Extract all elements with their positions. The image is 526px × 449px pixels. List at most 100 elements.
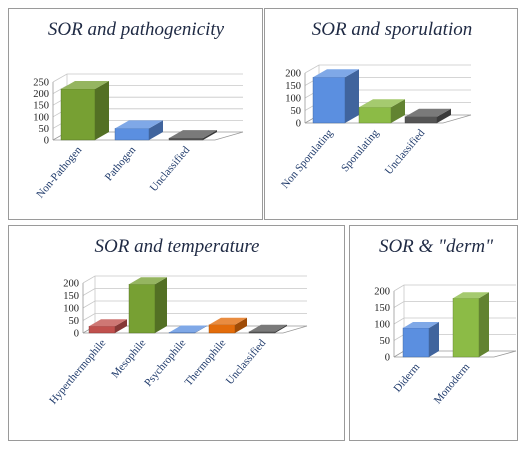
bar-side-pathogenicity-0	[95, 80, 109, 140]
bar-front-temperature-0	[88, 326, 116, 334]
bar-top-derm-1	[453, 292, 489, 299]
bar-top-sporulation-1	[359, 99, 405, 108]
y-tick-temperature-0: 0	[74, 329, 79, 340]
chart-svg-derm: SOR & "derm" 0 50 100 150 200 Diderm Monoderm	[374, 236, 517, 406]
chart-panel-pathogenicity: SOR and pathogenicity 0 50 100 150 200 250 Non-…	[8, 8, 263, 220]
bar-pathogenicity-1	[114, 120, 163, 141]
y-tick-temperature-4: 200	[63, 279, 79, 290]
category-label-pathogenicity-1: Pathogen	[103, 144, 139, 183]
bar-temperature-4	[248, 324, 287, 334]
chart-panel-derm: SOR & "derm" 0 50 100 150 200 Diderm Monoderm	[349, 225, 518, 441]
y-tick-sporulation-3: 150	[285, 81, 301, 92]
bar-front-pathogenicity-1	[114, 128, 150, 141]
y-tick-derm-4: 200	[374, 287, 390, 298]
bar-temperature-3	[208, 317, 247, 334]
y-tick-sporulation-1: 50	[291, 106, 302, 117]
bar-front-derm-1	[452, 298, 480, 358]
chart-panel-temperature: SOR and temperature 0 50 100 150 200 Hyperther…	[8, 225, 345, 441]
bar-front-sporulation-0	[312, 77, 346, 124]
bar-front-sporulation-2	[404, 116, 438, 124]
gridline-temperature-3	[82, 288, 307, 296]
category-label-sporulation-2: Unclassified	[383, 127, 428, 177]
y-tick-sporulation-2: 100	[285, 94, 301, 105]
category-label-sporulation-0: Non Sporulating	[279, 127, 335, 191]
y-tick-temperature-3: 150	[63, 291, 79, 302]
bar-top-temperature-3	[209, 317, 247, 325]
bar-sporulation-1	[358, 99, 405, 124]
category-label-temperature-3: Thermophile	[183, 337, 229, 388]
category-label-pathogenicity-2: Unclassified	[148, 144, 193, 194]
gridline-derm-4	[393, 284, 516, 292]
bar-side-temperature-0	[115, 319, 127, 333]
gridline-temperature-4	[82, 275, 307, 284]
category-label-temperature-2: Psychrophile	[142, 337, 188, 389]
y-tick-pathogenicity-0: 0	[44, 136, 49, 147]
y-tick-derm-3: 150	[374, 303, 390, 314]
chart-title-derm: SOR & "derm"	[379, 236, 494, 257]
bar-front-temperature-1	[128, 284, 156, 334]
bar-top-sporulation-0	[313, 69, 359, 78]
bar-side-temperature-4	[275, 324, 287, 333]
bar-top-pathogenicity-2	[169, 130, 217, 139]
bar-top-temperature-0	[89, 319, 127, 327]
bar-front-pathogenicity-0	[60, 88, 96, 141]
bar-pathogenicity-2	[168, 130, 217, 141]
y-tick-sporulation-4: 200	[285, 69, 301, 80]
bar-top-pathogenicity-1	[115, 120, 163, 129]
gridline-pathogenicity-5	[52, 73, 243, 83]
y-tick-temperature-2: 100	[63, 304, 79, 315]
category-label-derm-0: Diderm	[392, 361, 423, 395]
chart-title-pathogenicity: SOR and pathogenicity	[48, 19, 225, 40]
bar-top-sporulation-2	[405, 108, 451, 117]
bar-temperature-2	[168, 325, 207, 334]
bar-top-pathogenicity-0	[61, 80, 109, 89]
bar-front-sporulation-1	[358, 107, 392, 124]
bar-side-temperature-2	[195, 325, 207, 333]
bar-side-temperature-1	[155, 277, 167, 333]
y-tick-derm-2: 100	[374, 320, 390, 331]
bar-sporulation-2	[404, 108, 451, 124]
bar-top-derm-0	[403, 321, 439, 328]
category-label-temperature-0: Hyperthermophile	[47, 337, 108, 407]
y-tick-pathogenicity-2: 100	[33, 112, 49, 123]
y-tick-pathogenicity-4: 200	[33, 89, 49, 100]
bar-derm-0	[402, 321, 439, 358]
bar-side-derm-1	[479, 292, 489, 357]
bar-top-temperature-1	[129, 277, 167, 285]
bar-side-sporulation-1	[391, 99, 405, 123]
bar-top-temperature-4	[249, 324, 287, 332]
chart-title-sporulation: SOR and sporulation	[312, 19, 472, 40]
bar-front-temperature-4	[248, 331, 276, 334]
bar-sporulation-0	[312, 69, 359, 124]
category-label-temperature-1: Mesophile	[109, 337, 148, 380]
bar-top-temperature-2	[169, 325, 207, 333]
chart-panel-sporulation: SOR and sporulation 0 50 100 150 200 Non Sporu…	[264, 8, 518, 220]
bar-side-pathogenicity-2	[203, 130, 217, 140]
chart-title-temperature: SOR and temperature	[95, 236, 260, 257]
category-label-derm-1: Monoderm	[432, 361, 473, 406]
bar-side-derm-0	[429, 321, 439, 357]
bar-side-temperature-3	[235, 317, 247, 333]
category-label-sporulation-1: Sporulating	[339, 127, 382, 174]
bar-side-pathogenicity-1	[149, 120, 163, 140]
category-label-pathogenicity-0: Non-Pathogen	[34, 144, 84, 201]
y-tick-pathogenicity-3: 150	[33, 101, 49, 112]
y-tick-derm-0: 0	[385, 353, 390, 364]
gridline-temperature-2	[82, 300, 307, 309]
bar-front-derm-0	[402, 327, 430, 358]
y-tick-pathogenicity-1: 50	[39, 124, 50, 135]
floor-edge-pathogenicity	[53, 131, 244, 141]
bar-front-pathogenicity-2	[168, 137, 204, 141]
y-tick-derm-1: 50	[380, 336, 391, 347]
bar-temperature-0	[88, 319, 127, 334]
bar-temperature-1	[128, 277, 167, 334]
y-tick-temperature-1: 50	[69, 316, 80, 327]
y-tick-sporulation-0: 0	[296, 119, 301, 130]
bar-front-temperature-2	[168, 332, 196, 334]
bar-pathogenicity-0	[60, 80, 109, 141]
y-tick-pathogenicity-5: 250	[33, 78, 49, 89]
bar-derm-1	[452, 292, 489, 358]
